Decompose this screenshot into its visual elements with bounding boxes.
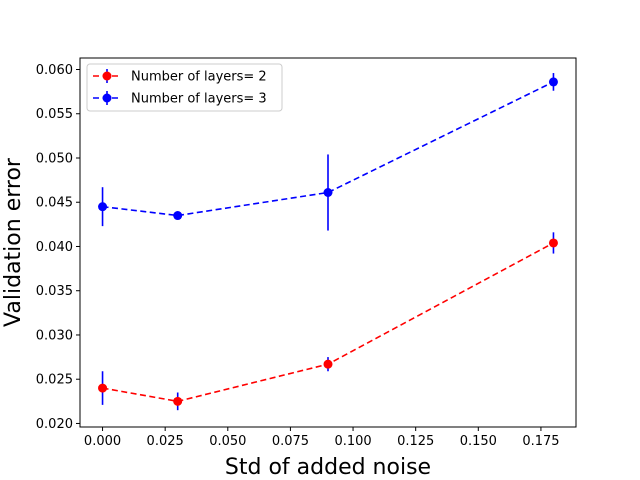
- x-tick-label: 0.125: [397, 434, 434, 449]
- data-point: [548, 238, 558, 248]
- data-point: [173, 396, 183, 406]
- y-tick-label: 0.040: [36, 240, 73, 255]
- data-point: [323, 188, 333, 198]
- legend-label: Number of layers= 3: [131, 92, 267, 107]
- x-tick-label: 0.075: [272, 434, 309, 449]
- x-tick-label: 0.000: [84, 434, 121, 449]
- series-line: [102, 81, 554, 217]
- legend-marker: [102, 71, 112, 81]
- y-tick-label: 0.030: [36, 328, 73, 343]
- y-tick-label: 0.050: [36, 151, 73, 166]
- legend: Number of layers= 2 Number of layers= 3: [86, 63, 283, 112]
- data-point: [173, 211, 183, 221]
- y-tick-label: 0.060: [36, 63, 73, 78]
- y-tick-label: 0.045: [36, 196, 73, 211]
- data-point: [323, 359, 333, 369]
- data-point: [548, 77, 558, 87]
- y-axis-ticks: 0.020 0.025 0.030 0.035 0.040 0.045 0.050 0.055…: [36, 63, 80, 432]
- x-tick-label: 0.050: [209, 434, 246, 449]
- x-axis-label: Std of added noise: [225, 455, 431, 480]
- series-line: [102, 242, 554, 403]
- x-tick-label: 0.150: [460, 434, 497, 449]
- plot-area: [98, 73, 558, 411]
- legend-box: [86, 63, 283, 112]
- legend-entry: Number of layers= 2: [93, 69, 267, 85]
- legend-marker: [102, 93, 112, 103]
- axes-frame: [79, 57, 577, 428]
- x-axis-ticks: 0.000 0.025 0.050 0.075 0.100 0.125 0.150 0.175: [84, 427, 560, 449]
- data-point: [98, 383, 108, 393]
- legend-label: Number of layers= 2: [131, 70, 267, 85]
- series-1: [98, 232, 558, 411]
- y-tick-label: 0.020: [36, 417, 73, 432]
- legend-entry: Number of layers= 3: [93, 91, 267, 107]
- data-point: [98, 202, 108, 212]
- x-tick-label: 0.100: [334, 434, 371, 449]
- y-tick-label: 0.055: [36, 107, 73, 122]
- x-tick-label: 0.175: [522, 434, 559, 449]
- x-tick-label: 0.025: [147, 434, 184, 449]
- y-axis-label: Validation error: [1, 157, 26, 327]
- y-tick-label: 0.035: [36, 284, 73, 299]
- y-tick-label: 0.025: [36, 373, 73, 388]
- series-2: [98, 73, 558, 231]
